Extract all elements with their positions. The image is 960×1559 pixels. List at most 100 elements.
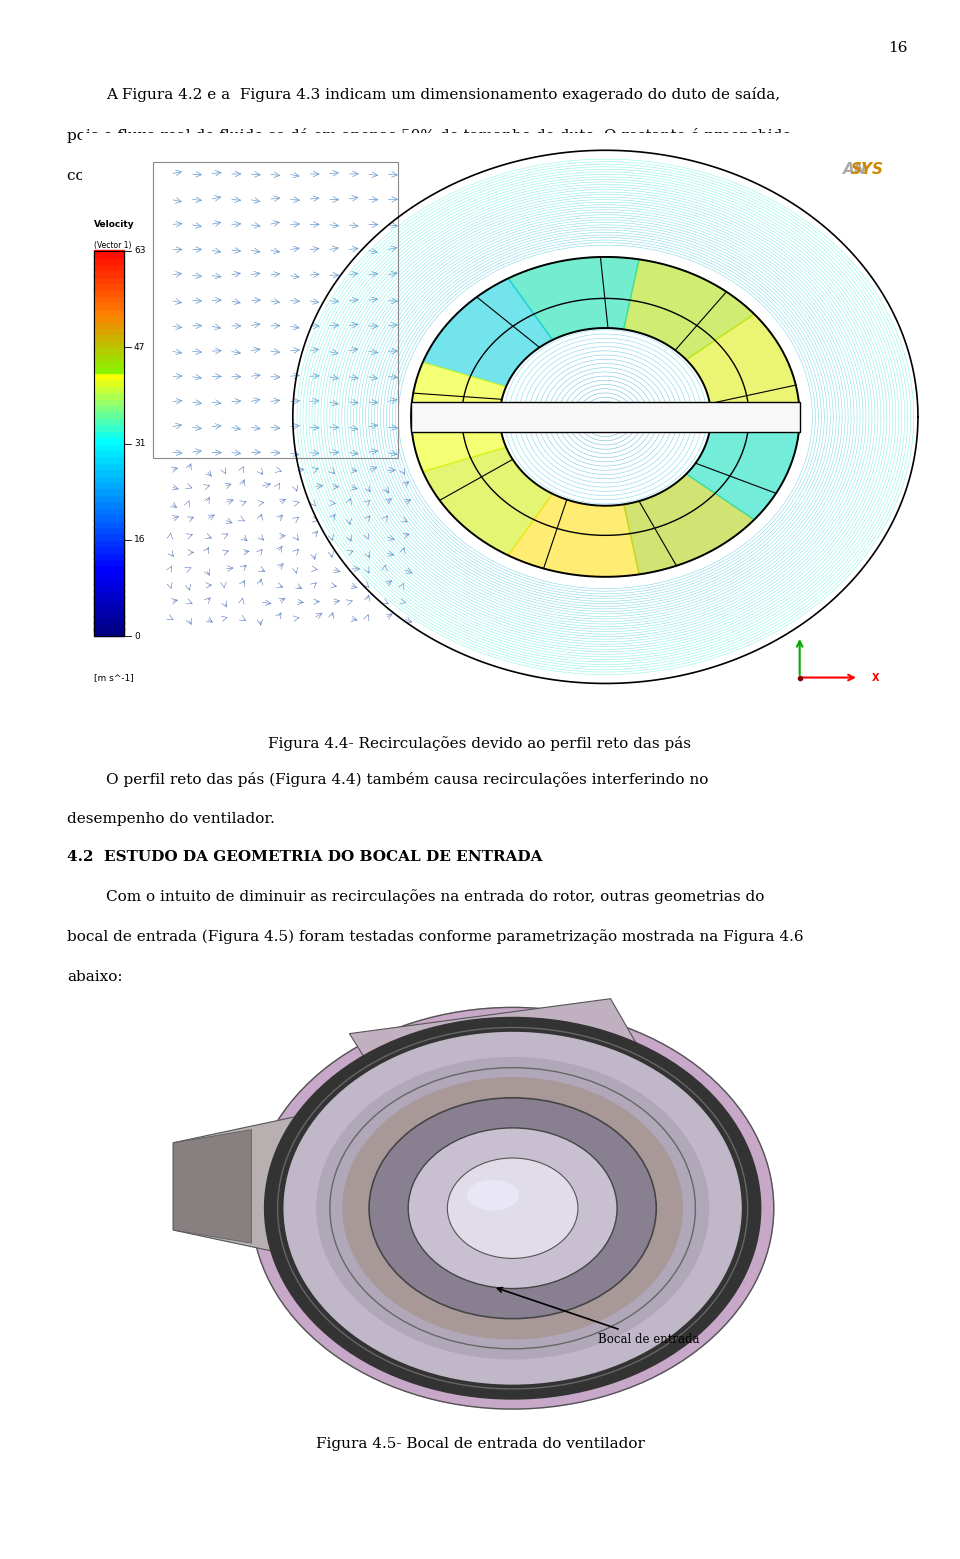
Bar — [94, 251, 124, 636]
Bar — [94, 249, 124, 257]
Text: pois o fluxo real do fluido se dá em apenas 50% do tamanho do duto. O restante é: pois o fluxo real do fluido se dá em ape… — [67, 128, 792, 143]
Bar — [94, 276, 124, 284]
Bar — [94, 519, 124, 527]
Bar — [94, 365, 124, 373]
Bar — [411, 402, 800, 432]
Bar — [94, 422, 124, 430]
Ellipse shape — [447, 1158, 578, 1258]
Text: (Vector 1): (Vector 1) — [94, 240, 132, 249]
Bar — [94, 295, 124, 302]
Bar — [94, 404, 124, 412]
Bar — [94, 597, 124, 603]
Bar — [94, 346, 124, 354]
Bar — [94, 610, 124, 617]
Bar — [94, 583, 124, 591]
Bar — [94, 558, 124, 566]
Text: 4.2  ESTUDO DA GEOMETRIA DO BOCAL DE ENTRADA: 4.2 ESTUDO DA GEOMETRIA DO BOCAL DE ENTR… — [67, 850, 542, 864]
Bar — [94, 532, 124, 539]
Bar — [94, 371, 124, 379]
Bar — [94, 546, 124, 552]
Bar — [94, 538, 124, 546]
Polygon shape — [349, 999, 643, 1087]
Bar — [94, 571, 124, 578]
Polygon shape — [173, 1112, 317, 1261]
Polygon shape — [173, 1130, 252, 1243]
Bar — [94, 416, 124, 424]
Bar — [94, 525, 124, 533]
Bar — [94, 307, 124, 315]
Ellipse shape — [408, 1127, 617, 1289]
Bar — [94, 552, 124, 560]
Polygon shape — [422, 447, 553, 555]
Bar — [94, 494, 124, 502]
Bar — [94, 301, 124, 309]
Text: 16: 16 — [888, 41, 907, 55]
Bar — [94, 589, 124, 597]
Text: O perfil reto das pás (Figura 4.4) também causa recirculações interferindo no: O perfil reto das pás (Figura 4.4) també… — [106, 772, 708, 787]
Bar — [94, 616, 124, 624]
Polygon shape — [422, 279, 553, 387]
Bar — [94, 443, 124, 451]
Bar — [94, 410, 124, 418]
Bar — [94, 474, 124, 482]
Bar — [94, 327, 124, 335]
Bar — [94, 321, 124, 327]
Bar — [94, 340, 124, 348]
Bar — [94, 461, 124, 469]
Ellipse shape — [252, 1007, 774, 1409]
Bar — [154, 162, 398, 458]
Ellipse shape — [467, 1180, 519, 1210]
Polygon shape — [686, 416, 800, 519]
Bar — [94, 564, 124, 572]
Ellipse shape — [447, 1158, 578, 1258]
Text: bocal de entrada (Figura 4.5) foram testadas conforme parametrização mostrada na: bocal de entrada (Figura 4.5) foram test… — [67, 929, 804, 945]
Polygon shape — [411, 362, 506, 471]
Polygon shape — [508, 494, 639, 577]
Text: AN: AN — [843, 162, 867, 178]
Bar — [94, 437, 124, 443]
Polygon shape — [624, 474, 755, 574]
Bar — [94, 455, 124, 463]
Text: Velocity: Velocity — [94, 220, 135, 229]
Text: 31: 31 — [134, 440, 146, 447]
Text: Figura 4.4- Recirculações devido ao perfil reto das pás: Figura 4.4- Recirculações devido ao perf… — [269, 736, 691, 751]
Bar — [94, 359, 124, 366]
Ellipse shape — [369, 1098, 657, 1319]
Text: Figura 4.5- Bocal de entrada do ventilador: Figura 4.5- Bocal de entrada do ventilad… — [316, 1437, 644, 1451]
Text: Com o intuito de diminuir as recirculações na entrada do rotor, outras geometria: Com o intuito de diminuir as recirculaçõ… — [106, 889, 764, 904]
Bar — [94, 513, 124, 521]
Bar — [94, 430, 124, 437]
Text: com recirculações que influem negativamente na eficiência do ventilador.: com recirculações que influem negativame… — [67, 168, 637, 184]
Bar — [94, 500, 124, 508]
Bar — [94, 270, 124, 276]
Bar — [94, 603, 124, 611]
Polygon shape — [624, 259, 755, 360]
Bar — [94, 256, 124, 263]
Polygon shape — [508, 257, 639, 340]
Bar — [94, 449, 124, 457]
Bar — [94, 577, 124, 585]
Bar — [94, 352, 124, 360]
Bar — [94, 468, 124, 475]
Bar — [94, 262, 124, 270]
Text: abaixo:: abaixo: — [67, 970, 123, 984]
Bar — [94, 385, 124, 393]
Bar — [94, 488, 124, 494]
Bar — [94, 391, 124, 399]
Text: Bocal de entrada: Bocal de entrada — [497, 1288, 699, 1345]
Bar — [94, 288, 124, 296]
Polygon shape — [686, 313, 800, 416]
Bar — [94, 507, 124, 514]
Text: X: X — [872, 672, 879, 683]
Text: 16: 16 — [134, 535, 146, 544]
Bar — [94, 379, 124, 385]
Bar — [94, 313, 124, 321]
Text: 0: 0 — [134, 631, 140, 641]
Ellipse shape — [284, 1032, 741, 1384]
Ellipse shape — [265, 1018, 760, 1398]
Ellipse shape — [343, 1077, 683, 1339]
Ellipse shape — [369, 1098, 657, 1319]
Bar — [94, 334, 124, 341]
Text: A Figura 4.2 e a  Figura 4.3 indicam um dimensionamento exagerado do duto de saí: A Figura 4.2 e a Figura 4.3 indicam um d… — [106, 87, 780, 103]
Bar — [94, 480, 124, 488]
